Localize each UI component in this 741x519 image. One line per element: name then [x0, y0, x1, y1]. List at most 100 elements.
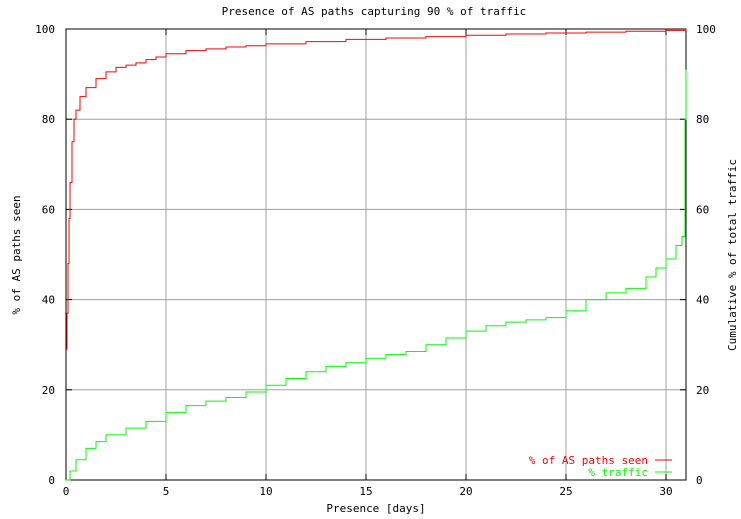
data-point-1: [85, 448, 86, 449]
data-point-0: [385, 37, 386, 38]
data-point-1: [505, 322, 506, 323]
data-point-1: [225, 397, 226, 398]
data-point-1: [75, 459, 76, 460]
y2-tick-label: 0: [696, 474, 703, 487]
data-point-1: [345, 362, 346, 363]
data-point-1: [685, 69, 686, 70]
y-tick-label: 80: [42, 113, 55, 126]
axis-ticks: 0 5 10 15 20 25 30 0 20 40 60 80 100 0 20 40 60 80 100: [35, 23, 716, 498]
data-point-1: [95, 441, 96, 442]
data-point-0: [71, 141, 72, 142]
data-point-0: [105, 71, 106, 72]
data-point-0: [625, 31, 626, 32]
data-point-1: [545, 317, 546, 318]
y2-tick-label: 20: [696, 384, 709, 397]
data-point-0: [465, 35, 466, 36]
data-point-0: [245, 45, 246, 46]
series-line-1: [66, 69, 687, 481]
data-point-0: [205, 48, 206, 49]
data-point-1: [425, 344, 426, 345]
data-point-1: [605, 292, 606, 293]
data-point-1: [405, 351, 406, 352]
data-point-1: [185, 405, 186, 406]
data-point-1: [565, 310, 566, 311]
plot-frame: [65, 28, 687, 481]
data-point-0: [225, 46, 226, 47]
data-point-0: [79, 96, 80, 97]
y2-tick-label: 100: [696, 23, 716, 36]
data-point-0: [505, 33, 506, 34]
data-point-1: [445, 337, 446, 338]
data-point-1: [305, 371, 306, 372]
data-point-1: [625, 288, 626, 289]
data-point-0: [425, 36, 426, 37]
grid: [66, 29, 686, 480]
y-axis-label: % of AS paths seen: [10, 195, 23, 314]
data-point-0: [345, 39, 346, 40]
data-point-1: [205, 400, 206, 401]
data-point-0: [125, 64, 126, 65]
data-point-1: [645, 276, 646, 277]
data-point-0: [155, 56, 156, 57]
data-point-1: [485, 325, 486, 326]
x-tick-label: 10: [259, 485, 272, 498]
data-point-0: [145, 59, 146, 60]
series-line-0: [66, 29, 687, 350]
data-point-0: [68, 218, 69, 219]
x-axis-label: Presence [days]: [326, 502, 425, 515]
x-tick-label: 30: [659, 485, 672, 498]
legend: % of AS paths seen% traffic: [529, 454, 672, 479]
data-point-1: [245, 391, 246, 392]
data-point-0: [67, 263, 68, 264]
data-point-0: [65, 349, 66, 350]
data-point-0: [95, 78, 96, 79]
data-point-0: [665, 30, 666, 31]
y-tick-label: 0: [48, 474, 55, 487]
data-point-0: [545, 32, 546, 33]
y-tick-label: 60: [42, 203, 55, 216]
data-point-0: [69, 182, 70, 183]
x-tick-label: 25: [559, 485, 572, 498]
data-point-0: [75, 110, 76, 111]
data-point-1: [655, 267, 656, 268]
x-tick-label: 20: [459, 485, 472, 498]
y2-tick-label: 40: [696, 294, 709, 307]
data-point-1: [145, 421, 146, 422]
data-point-1: [165, 412, 166, 413]
data-point-0: [135, 62, 136, 63]
series-lines: [65, 28, 687, 481]
data-point-1: [465, 331, 466, 332]
data-point-1: [681, 236, 682, 237]
legend-label-1: % traffic: [588, 466, 648, 479]
data-point-1: [325, 366, 326, 367]
data-point-0: [305, 41, 306, 42]
data-point-0: [73, 119, 74, 120]
data-point-1: [365, 358, 366, 359]
y2-axis-label: Cumulative % of total traffic: [726, 159, 739, 351]
chart-title: Presence of AS paths capturing 90 % of t…: [222, 5, 527, 18]
data-point-1: [65, 479, 66, 480]
x-tick-label: 5: [163, 485, 170, 498]
data-point-0: [66, 313, 67, 314]
data-point-1: [105, 434, 106, 435]
data-point-1: [675, 245, 676, 246]
data-point-1: [69, 470, 70, 471]
data-point-1: [125, 428, 126, 429]
data-point-1: [665, 258, 666, 259]
data-point-0: [265, 43, 266, 44]
data-point-1: [385, 354, 386, 355]
data-point-1: [285, 378, 286, 379]
x-tick-label: 0: [63, 485, 70, 498]
data-point-0: [115, 67, 116, 68]
data-point-1: [265, 385, 266, 386]
data-point-1: [585, 299, 586, 300]
x-tick-label: 15: [359, 485, 372, 498]
y-tick-label: 40: [42, 294, 55, 307]
data-point-1: [684, 119, 685, 120]
y-tick-label: 20: [42, 384, 55, 397]
data-point-0: [685, 28, 686, 29]
y2-tick-label: 60: [696, 203, 709, 216]
y-tick-label: 100: [35, 23, 55, 36]
data-point-0: [585, 32, 586, 33]
